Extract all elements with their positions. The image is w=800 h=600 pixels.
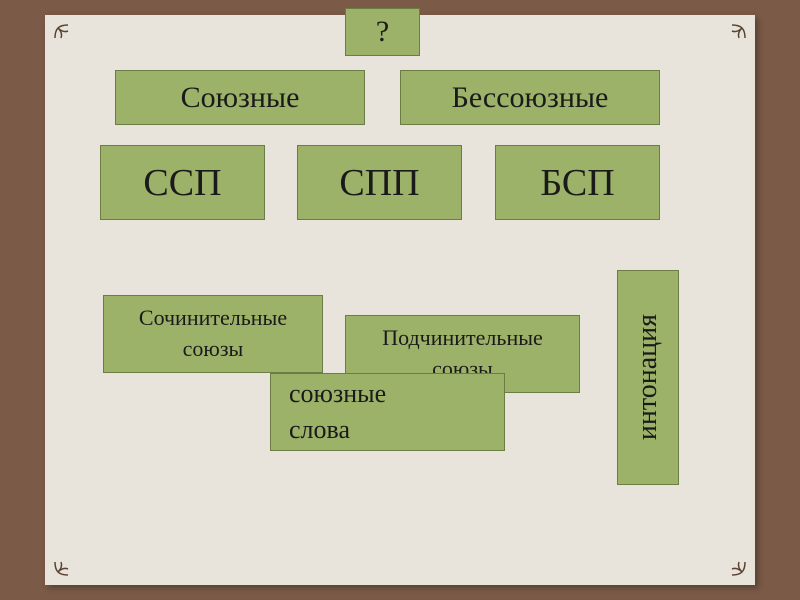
- question-box: ?: [345, 8, 420, 56]
- bsp-box: БСП: [495, 145, 660, 220]
- ssp-label: ССП: [143, 161, 221, 205]
- non-union-label: Бессоюзные: [452, 81, 609, 115]
- intonation-box: интонация: [617, 270, 679, 485]
- conjunctive-words-line2: слова: [289, 412, 350, 448]
- spp-box: СПП: [297, 145, 462, 220]
- coordinating-conjunctions-box: Сочинительные союзы: [103, 295, 323, 373]
- question-label: ?: [376, 15, 389, 49]
- coordinating-conjunctions-line2: союзы: [183, 334, 244, 365]
- corner-deco-bl: [53, 547, 83, 577]
- corner-deco-tl: [53, 23, 83, 53]
- corner-deco-br: [717, 547, 747, 577]
- conjunctive-words-box: союзные слова: [270, 373, 505, 451]
- intonation-label: интонация: [632, 314, 664, 440]
- coordinating-conjunctions-line1: Сочинительные: [139, 303, 287, 334]
- union-box: Союзные: [115, 70, 365, 125]
- union-label: Союзные: [181, 81, 300, 115]
- bsp-label: БСП: [540, 161, 614, 205]
- non-union-box: Бессоюзные: [400, 70, 660, 125]
- ssp-box: ССП: [100, 145, 265, 220]
- conjunctive-words-line1: союзные: [289, 376, 386, 412]
- slide-area: ? Союзные Бессоюзные ССП СПП БСП Сочинит…: [45, 15, 755, 585]
- corner-deco-tr: [717, 23, 747, 53]
- spp-label: СПП: [339, 161, 419, 205]
- subordinating-conjunctions-line1: Подчинительные: [382, 323, 543, 354]
